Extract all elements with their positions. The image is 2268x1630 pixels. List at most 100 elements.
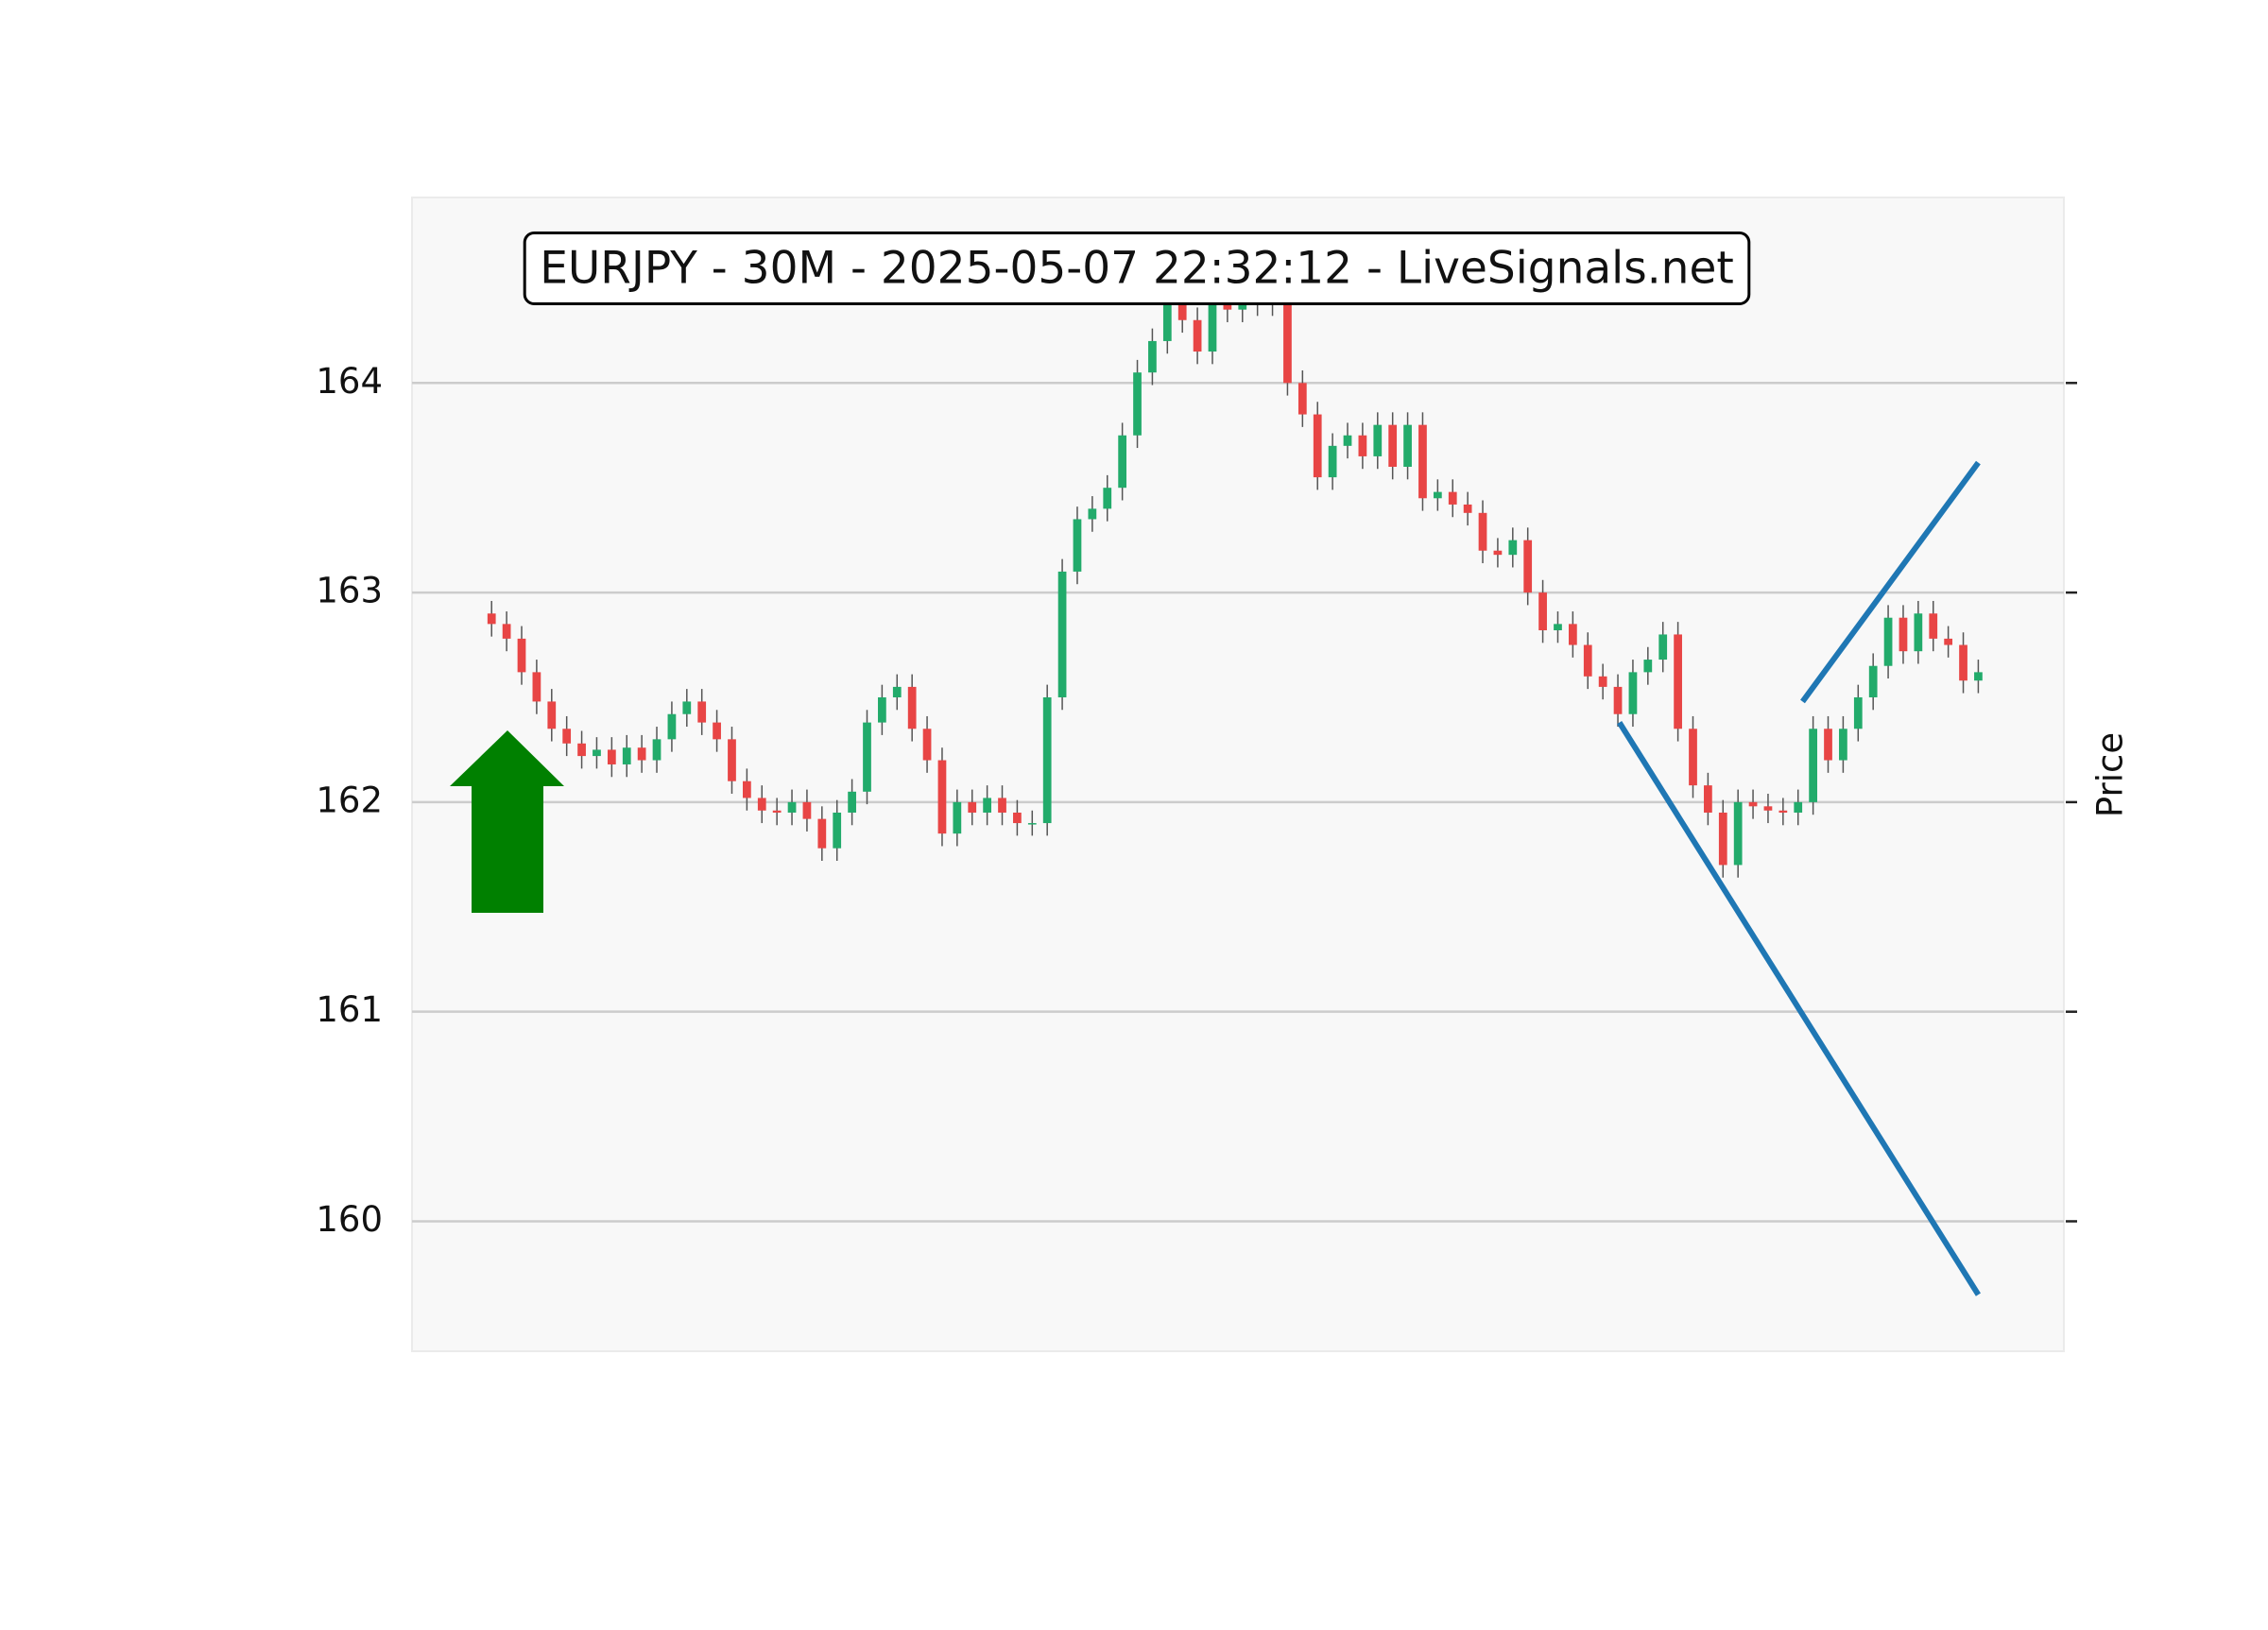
candle-body [772,810,782,813]
candle-body [637,747,646,761]
candle-body [1568,624,1577,645]
trendlines [1617,460,1981,1296]
candle-body [1403,424,1412,468]
candle-body [1373,424,1383,456]
candle-body [848,791,856,813]
candle-body [1613,686,1623,714]
candle-body [1748,801,1758,807]
plot-area [411,197,2065,1352]
candle-body [593,749,601,757]
candle-body [607,749,616,764]
candle-body [652,739,662,761]
candle-body [1718,812,1727,866]
candle-body [1883,617,1893,666]
candle-body [1689,729,1697,786]
candle-body [1704,785,1712,813]
candle-body [1433,491,1442,499]
candle-body [1763,806,1773,811]
candle-body [742,781,751,798]
candle-body [1328,445,1337,478]
grid: 160 161 162 163 164 [316,361,2077,1240]
y-tick-label: 163 [316,571,383,611]
candles [487,276,1983,878]
candle-body [1523,540,1533,593]
candle-body [1283,299,1292,384]
candle-body [532,672,541,702]
candle-body [1118,435,1127,489]
candle-body [1628,672,1638,714]
candle-body [1388,424,1398,468]
candle-body [1899,617,1908,652]
y-tick-label: 164 [316,361,383,402]
candle-body [1598,676,1607,687]
candle-body [1478,512,1487,551]
buy-signal-arrow [450,730,564,913]
candle-body [562,729,572,744]
candle-body [878,696,886,723]
candle-body [502,624,511,639]
candle-body [1929,613,1938,639]
candle-body [1508,540,1518,556]
title-frame [523,232,1751,305]
candle-body [1208,288,1217,352]
candle-body [1133,372,1142,436]
candle-body [728,739,736,781]
trendline [1617,721,1981,1296]
candle-body [1733,801,1743,866]
candle-body [1674,634,1682,729]
candle-body [1193,319,1202,352]
candle-body [1853,696,1863,729]
candle-body [547,701,557,729]
candle-body [1162,288,1172,341]
candle-body [1538,592,1547,631]
candle-body [1583,644,1592,677]
candle-body [1358,435,1367,456]
candle-body [1103,488,1112,509]
trendline [1800,460,1981,704]
candle-body [1914,613,1923,652]
candle-body [622,747,631,764]
candle-body [1343,435,1352,446]
candle-body [907,686,917,729]
candle-body [757,798,766,811]
candle-body [983,798,991,813]
candle-body [1042,696,1052,824]
y-axis-label: Price [2090,732,2131,817]
candle-body [713,722,721,740]
candle-body [1418,424,1427,499]
chart-title: EURJPY - 30M - 2025-05-07 22:32:12 - Liv… [540,243,1734,295]
candle-body [863,722,871,792]
title-box: EURJPY - 30M - 2025-05-07 22:32:12 - Liv… [523,232,1751,305]
candle-body [1778,810,1788,813]
candle-body [833,812,842,849]
candle-body [667,713,677,740]
candle-body [1463,504,1472,513]
candle-body [1013,812,1022,824]
candle-body [1868,665,1878,697]
candle-body [998,798,1006,813]
candle-body [937,760,947,834]
candle-body [1313,414,1322,478]
candle-body [1809,729,1817,802]
candle-body [1974,672,1983,681]
candle-body [817,818,827,849]
candle-body [1554,624,1562,631]
candle-body [802,801,812,819]
candle-body [1944,638,1953,645]
candle-body [517,638,526,673]
candle-body [1027,823,1037,825]
y-tick-label: 160 [316,1199,383,1240]
candle-body [892,686,902,697]
candle-body [1448,491,1457,505]
candle-body [787,801,797,813]
candle-body [1824,729,1832,761]
candle-body [1493,550,1503,556]
candle-body [1088,508,1097,520]
candle-body [1794,801,1803,813]
candle-body [1959,644,1967,681]
candle-body [487,613,496,625]
candle-body [697,701,707,723]
candle-body [953,801,962,834]
candle-body [1073,519,1082,572]
